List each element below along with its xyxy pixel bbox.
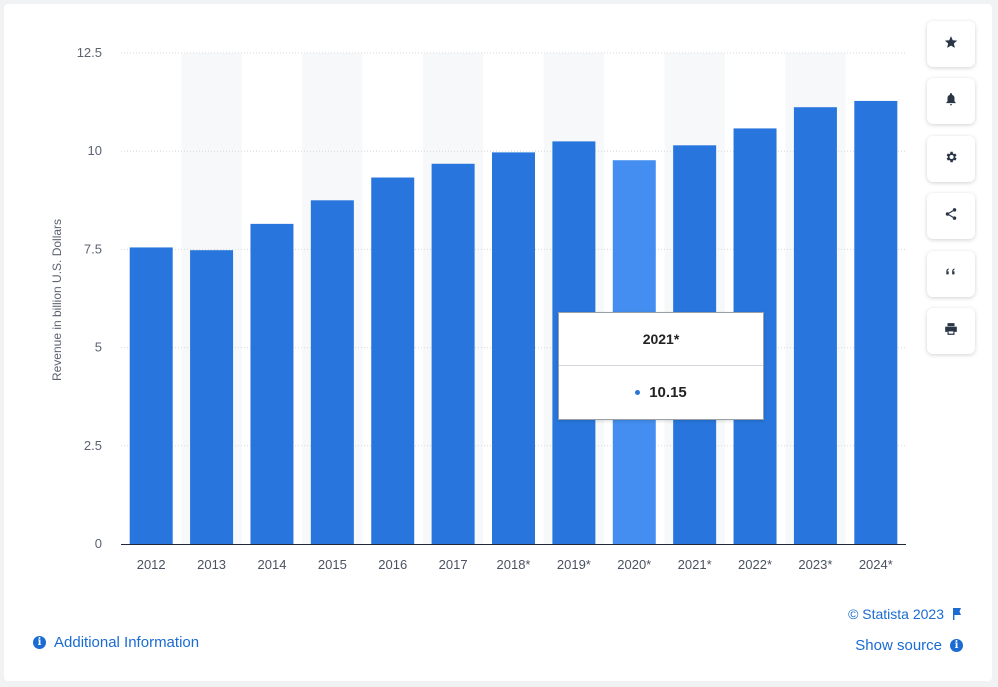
favorite-button[interactable] (927, 21, 975, 67)
share-button[interactable] (927, 193, 975, 239)
x-tick-label: 2021* (678, 557, 712, 572)
quote-icon (944, 265, 958, 284)
bar (310, 200, 354, 545)
x-tick-label: 2018* (497, 557, 531, 572)
x-tick-label: 2015 (318, 557, 347, 572)
x-tick-label: 2017 (439, 557, 468, 572)
bar (431, 163, 475, 545)
x-tick-label: 2023* (798, 557, 832, 572)
gear-icon (944, 150, 958, 169)
settings-button[interactable] (927, 136, 975, 182)
y-tick-label: 12.5 (77, 45, 102, 60)
x-tick-label: 2019* (557, 557, 591, 572)
y-tick-label: 0 (95, 536, 102, 551)
info-icon: i (950, 639, 963, 652)
x-tick-label: 2012 (137, 557, 166, 572)
tooltip-value-row: 10.15 (559, 366, 763, 418)
bar (190, 250, 234, 544)
copyright-label: © Statista 2023 (848, 606, 944, 622)
show-source-label: Show source (855, 637, 942, 654)
share-icon (944, 207, 958, 226)
y-axis-label: Revenue in billion U.S. Dollars (50, 218, 64, 382)
y-tick-label: 7.5 (84, 241, 102, 256)
print-icon (944, 322, 958, 341)
bar (854, 100, 898, 544)
y-tick-label: 2.5 (84, 438, 102, 453)
x-tick-label: 2020* (617, 557, 651, 572)
additional-information-label: Additional Information (54, 634, 200, 651)
series-dot-icon (635, 389, 641, 395)
y-tick-label: 10 (88, 143, 102, 158)
tooltip: 2021* 10.15 (558, 312, 764, 420)
info-icon: i (33, 636, 46, 649)
tooltip-title: 2021* (559, 313, 763, 366)
show-source-link[interactable]: Show source i (855, 637, 963, 654)
x-tick-label: 2022* (738, 557, 772, 572)
bell-icon (944, 92, 958, 111)
star-icon (944, 35, 958, 54)
cite-button[interactable] (927, 251, 975, 297)
bar (793, 107, 837, 545)
flag-icon (953, 608, 961, 620)
print-button[interactable] (927, 308, 975, 354)
bar (250, 223, 294, 545)
x-tick-label: 2024* (859, 557, 893, 572)
bar (371, 177, 415, 545)
notification-button[interactable] (927, 78, 975, 124)
x-tick-label: 2016 (378, 557, 407, 572)
tooltip-value: 10.15 (649, 383, 687, 401)
copyright-link[interactable]: © Statista 2023 (848, 606, 962, 622)
x-tick-label: 2013 (197, 557, 226, 572)
bar (492, 152, 535, 544)
y-tick-label: 5 (95, 340, 102, 355)
bar (129, 247, 173, 544)
additional-information-link[interactable]: i Additional Information (33, 634, 199, 651)
x-tick-label: 2014 (258, 557, 287, 572)
